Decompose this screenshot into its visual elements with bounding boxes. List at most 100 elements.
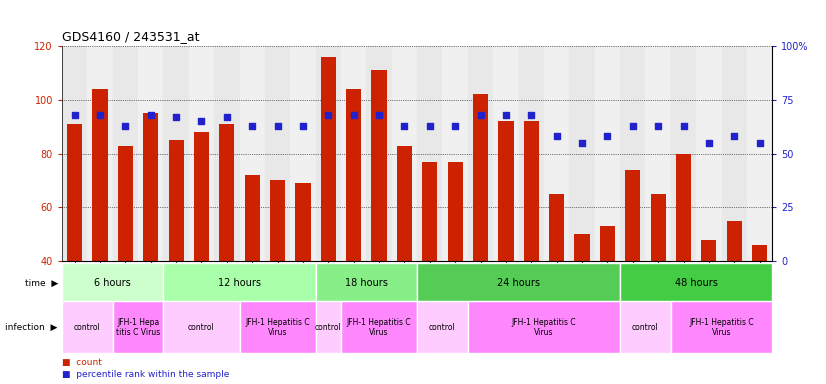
Text: JFH-1 Hepatitis C
Virus: JFH-1 Hepatitis C Virus	[347, 318, 411, 337]
Bar	[346, 89, 361, 261]
Bar	[422, 162, 438, 261]
Bar	[164, 263, 316, 303]
Bar	[62, 263, 164, 303]
Bar	[498, 121, 514, 261]
Point	[601, 133, 614, 139]
Bar	[620, 301, 671, 353]
Text: control: control	[188, 323, 215, 332]
Bar	[219, 124, 235, 261]
Bar	[316, 46, 341, 261]
Point	[474, 112, 487, 118]
Text: control: control	[430, 323, 456, 332]
Point	[169, 114, 183, 120]
Point	[271, 122, 284, 129]
Bar	[727, 221, 742, 261]
Point	[525, 112, 538, 118]
Bar	[696, 46, 722, 261]
Point	[728, 133, 741, 139]
Bar	[417, 46, 443, 261]
Text: ■  percentile rank within the sample: ■ percentile rank within the sample	[62, 370, 230, 379]
Bar	[189, 46, 214, 261]
Bar	[194, 132, 209, 261]
Text: JFH-1 Hepatitis C
Virus: JFH-1 Hepatitis C Virus	[245, 318, 310, 337]
Bar	[417, 301, 468, 353]
Text: control: control	[74, 323, 101, 332]
Text: ■  count: ■ count	[62, 358, 102, 367]
Bar	[620, 263, 772, 303]
Bar	[62, 301, 112, 353]
Point	[626, 122, 639, 129]
Bar	[88, 46, 112, 261]
Text: control: control	[632, 323, 659, 332]
Bar	[244, 175, 260, 261]
Point	[652, 122, 665, 129]
Point	[68, 112, 81, 118]
Bar	[473, 94, 488, 261]
Bar	[595, 46, 620, 261]
Bar	[448, 162, 463, 261]
Point	[423, 122, 436, 129]
Bar	[169, 140, 183, 261]
Text: JFH-1 Hepatitis C
Virus: JFH-1 Hepatitis C Virus	[689, 318, 754, 337]
Text: 12 hours: 12 hours	[218, 278, 261, 288]
Bar	[747, 46, 772, 261]
Bar	[316, 263, 417, 303]
Bar	[164, 46, 189, 261]
Bar	[468, 46, 493, 261]
Bar	[468, 301, 620, 353]
Text: 24 hours: 24 hours	[497, 278, 540, 288]
Bar	[93, 89, 107, 261]
Point	[398, 122, 411, 129]
Bar	[396, 146, 412, 261]
Bar	[544, 46, 569, 261]
Bar	[112, 46, 138, 261]
Bar	[701, 240, 716, 261]
Point	[676, 122, 690, 129]
Point	[195, 118, 208, 124]
Text: time  ▶: time ▶	[25, 279, 58, 288]
Bar	[270, 180, 285, 261]
Text: 18 hours: 18 hours	[345, 278, 388, 288]
Bar	[372, 70, 387, 261]
Bar	[645, 46, 671, 261]
Bar	[367, 46, 392, 261]
Bar	[574, 234, 590, 261]
Bar	[341, 46, 367, 261]
Bar	[493, 46, 519, 261]
Bar	[417, 263, 620, 303]
Text: JFH-1 Hepa
titis C Virus: JFH-1 Hepa titis C Virus	[116, 318, 160, 337]
Point	[322, 112, 335, 118]
Bar	[443, 46, 468, 261]
Bar	[143, 113, 159, 261]
Bar	[600, 226, 615, 261]
Bar	[651, 194, 666, 261]
Point	[93, 112, 107, 118]
Bar	[320, 57, 336, 261]
Point	[550, 133, 563, 139]
Bar	[671, 301, 772, 353]
Point	[119, 122, 132, 129]
Point	[449, 122, 462, 129]
Point	[702, 140, 715, 146]
Text: GDS4160 / 243531_at: GDS4160 / 243531_at	[62, 30, 199, 43]
Bar	[67, 124, 83, 261]
Bar	[240, 301, 316, 353]
Bar	[676, 154, 691, 261]
Point	[499, 112, 512, 118]
Bar	[296, 183, 311, 261]
Bar	[341, 301, 417, 353]
Bar	[112, 301, 164, 353]
Text: 6 hours: 6 hours	[94, 278, 131, 288]
Bar	[392, 46, 417, 261]
Point	[144, 112, 157, 118]
Point	[221, 114, 234, 120]
Bar	[569, 46, 595, 261]
Bar	[549, 194, 564, 261]
Bar	[265, 46, 290, 261]
Bar	[62, 46, 88, 261]
Text: 48 hours: 48 hours	[675, 278, 718, 288]
Bar	[625, 170, 640, 261]
Bar	[164, 301, 240, 353]
Bar	[524, 121, 539, 261]
Point	[297, 122, 310, 129]
